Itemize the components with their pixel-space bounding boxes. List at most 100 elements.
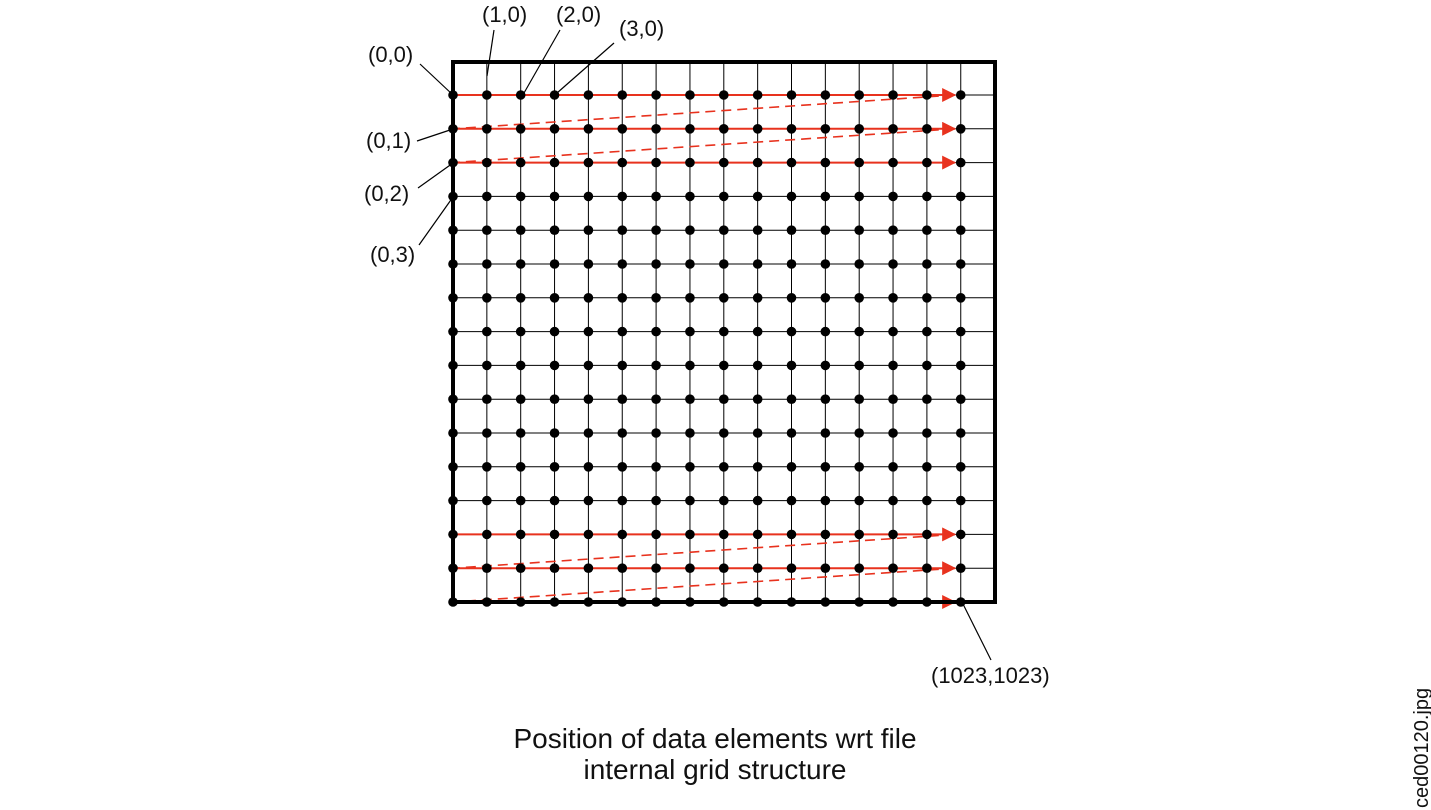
grid-point (888, 529, 898, 540)
grid-point (482, 462, 492, 472)
grid-point (685, 191, 695, 202)
grid-point (820, 293, 831, 303)
grid-point (617, 428, 628, 438)
grid-point (719, 191, 729, 202)
grid-point (888, 495, 898, 506)
grid-point (549, 157, 560, 168)
grid-point (955, 428, 966, 438)
grid-point (549, 326, 560, 337)
grid-point (617, 495, 628, 506)
grid-point (752, 124, 763, 134)
leader-1-0 (486, 29, 495, 77)
grid-point (583, 191, 594, 202)
grid-point (786, 462, 797, 472)
grid-point (955, 360, 966, 371)
label-0-2: (0,2) (364, 181, 409, 206)
grid-point (922, 225, 932, 235)
grid-point (752, 495, 763, 506)
grid-point (752, 225, 763, 235)
grid-point (955, 563, 966, 573)
leader-last (962, 603, 992, 661)
grid-point (482, 394, 492, 405)
leader-0-2 (417, 162, 454, 189)
grid-point (685, 259, 695, 269)
grid-point (719, 259, 729, 269)
grid-point (922, 360, 932, 371)
grid-point (786, 563, 797, 573)
grid-point (719, 124, 729, 134)
grid-point (820, 529, 831, 540)
grid-point (955, 90, 966, 100)
grid-point (955, 495, 966, 506)
grid-point (685, 495, 695, 506)
grid-point (854, 529, 864, 540)
grid-point (854, 462, 864, 472)
grid-point (719, 326, 729, 337)
leader-2-0 (523, 29, 561, 94)
label-2-0: (2,0) (556, 2, 601, 27)
grid-point (820, 462, 831, 472)
grid-point (651, 394, 661, 405)
grid-point (854, 293, 864, 303)
leader-0-1 (416, 128, 454, 142)
grid-point (617, 124, 628, 134)
grid-point (685, 563, 695, 573)
grid-point (955, 326, 966, 337)
grid-point (515, 259, 526, 269)
grid-point (549, 124, 560, 134)
grid-point (515, 326, 526, 337)
grid-point (786, 394, 797, 405)
grid-point (820, 428, 831, 438)
grid-point (515, 394, 526, 405)
grid-point (651, 191, 661, 202)
grid-point (549, 394, 560, 405)
grid-point (955, 529, 966, 540)
grid-point (786, 90, 797, 100)
grid-point (651, 360, 661, 371)
grid-point (515, 360, 526, 371)
grid-point (922, 563, 932, 573)
grid-point (955, 293, 966, 303)
grid-point (820, 191, 831, 202)
grid-point (617, 293, 628, 303)
grid-point (482, 225, 492, 235)
grid-point (888, 259, 898, 269)
label-0-3: (0,3) (370, 242, 415, 267)
grid-point (515, 124, 526, 134)
grid-point (719, 495, 729, 506)
grid-point (922, 157, 932, 168)
grid-point (583, 360, 594, 371)
grid-point (854, 90, 864, 100)
grid-point (482, 495, 492, 506)
grid-point (854, 495, 864, 506)
grid-point (955, 394, 966, 405)
grid-point (515, 462, 526, 472)
grid-point (820, 90, 831, 100)
grid-point (617, 259, 628, 269)
grid-point (651, 124, 661, 134)
grid-point (685, 428, 695, 438)
grid-point (786, 293, 797, 303)
grid-point (482, 428, 492, 438)
label-last: (1023,1023) (931, 663, 1050, 688)
grid-point (482, 326, 492, 337)
grid-point (719, 529, 729, 540)
grid-point (888, 157, 898, 168)
grid-point (820, 563, 831, 573)
grid-point (482, 90, 492, 100)
grid-point (888, 225, 898, 235)
grid-point (820, 225, 831, 235)
grid-point (549, 529, 560, 540)
grid-point (617, 191, 628, 202)
grid-point (820, 326, 831, 337)
grid-point (820, 157, 831, 168)
label-0-1: (0,1) (366, 128, 411, 153)
grid-point (922, 124, 932, 134)
grid-point (820, 259, 831, 269)
grid-point (583, 90, 594, 100)
grid-point (583, 259, 594, 269)
grid-point (854, 563, 864, 573)
grid-point (549, 259, 560, 269)
scan-return-dashed (452, 94, 955, 130)
grid-point (651, 462, 661, 472)
